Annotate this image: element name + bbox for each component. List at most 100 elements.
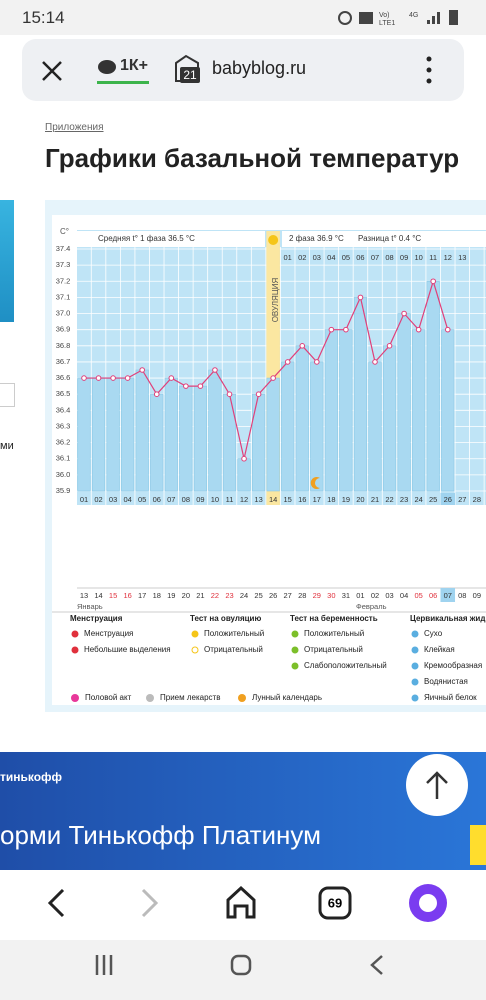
- legend-item: Яичный белок: [424, 693, 477, 702]
- legend-icon: [411, 694, 419, 702]
- day-label: 01: [80, 495, 88, 504]
- date-label: 06: [429, 591, 437, 600]
- home-button[interactable]: [226, 885, 256, 919]
- date-label: 14: [94, 591, 102, 600]
- y-tick-label: 36.3: [56, 421, 71, 430]
- y-tick-label: 37.2: [56, 276, 71, 285]
- legend-item: Менструация: [84, 629, 133, 638]
- bar: [135, 369, 149, 492]
- article-title: Графики базальной температур: [45, 143, 460, 173]
- navigation: 69: [0, 870, 486, 1000]
- bar: [397, 313, 411, 492]
- day-label: 28: [473, 495, 481, 504]
- legend-item: Положительный: [304, 629, 364, 638]
- tabs-button[interactable]: [318, 886, 352, 920]
- day-label: 22: [385, 495, 393, 504]
- day-label: 17: [313, 495, 321, 504]
- temperature-line: [84, 279, 449, 459]
- banner-card: [470, 825, 486, 865]
- point: [110, 375, 116, 381]
- scroll-top-button[interactable]: [405, 753, 469, 817]
- bar: [368, 361, 382, 492]
- day-label: 14: [269, 495, 277, 504]
- bar: [295, 345, 309, 492]
- y-tick-label: 37.1: [56, 292, 71, 301]
- point: [139, 367, 145, 373]
- legend-extra: Лунный календарь: [252, 693, 322, 702]
- month-label: Январь: [77, 602, 103, 611]
- day-label: 19: [342, 495, 350, 504]
- legend-icon: [238, 694, 246, 702]
- status-bar: 15:14 Vo) LTE1 4G: [0, 0, 486, 35]
- address-bar: 1К+ 21 babyblog.ru: [22, 39, 464, 101]
- point: [372, 359, 378, 365]
- left-text: ми: [0, 440, 14, 452]
- date-label: 22: [211, 591, 219, 600]
- day-label: 04: [123, 495, 131, 504]
- svg-text:4G: 4G: [409, 12, 418, 19]
- url[interactable]: babyblog.ru: [212, 58, 307, 78]
- close-button[interactable]: [40, 59, 64, 83]
- legend-icon: [411, 630, 419, 638]
- legend-item: Положительный: [204, 629, 264, 638]
- tabs-icon[interactable]: 21: [172, 53, 202, 85]
- bar: [121, 377, 135, 492]
- recents-button[interactable]: [95, 955, 113, 975]
- bar: [193, 385, 207, 492]
- system-home[interactable]: [230, 954, 252, 976]
- y-tick-label: 36.8: [56, 341, 71, 350]
- date-label: 30: [327, 591, 335, 600]
- date-label: 27: [284, 591, 292, 600]
- legend-item: Небольшие выделения: [84, 645, 171, 654]
- day-label: 18: [327, 495, 335, 504]
- bar: [353, 297, 368, 492]
- date-label: 02: [371, 591, 379, 600]
- forward-button[interactable]: [141, 888, 159, 918]
- point: [386, 343, 393, 349]
- status-icons: Vo)LTE1 4G: [338, 10, 458, 27]
- day-label: 15: [284, 495, 292, 504]
- date-label: 03: [385, 591, 393, 600]
- y-tick-label: 37.4: [56, 244, 71, 253]
- back-button[interactable]: [47, 888, 65, 918]
- ovulation-marker: [268, 235, 279, 245]
- day-label: 16: [298, 495, 306, 504]
- comments-count[interactable]: 1К+: [120, 57, 149, 74]
- date-label: 19: [167, 591, 175, 600]
- bar: [324, 329, 338, 492]
- breadcrumb[interactable]: Приложения: [45, 122, 104, 133]
- point: [153, 391, 160, 398]
- y-tick-label: 36.0: [56, 470, 71, 479]
- legend-icon: [291, 662, 299, 670]
- phase2-day-label: 10: [414, 253, 422, 262]
- menu-button[interactable]: [424, 55, 434, 85]
- phase1-header: [77, 231, 265, 247]
- legend-item: Сухо: [424, 629, 443, 638]
- date-label: 09: [473, 591, 481, 600]
- axis-unit: C°: [60, 227, 69, 236]
- point: [284, 359, 291, 365]
- bar: [426, 280, 440, 492]
- month-label: Февраль: [356, 602, 387, 611]
- day-label: 23: [400, 495, 408, 504]
- legend-icon: [411, 678, 419, 686]
- phase2-day-label: 11: [429, 253, 437, 262]
- left-image: [0, 200, 14, 322]
- ad-banner[interactable]: тинькофф орми Тинькофф Платинум: [0, 752, 486, 870]
- legend-item: Клейкая: [424, 645, 455, 654]
- day-label: 11: [226, 495, 234, 504]
- phase2-day-label: 06: [356, 253, 364, 262]
- bar: [412, 329, 426, 492]
- phase1-summary: Средняя t° 1 фаза 36.5 °C: [98, 234, 195, 243]
- ovulation-label: ОВУЛЯЦИЯ: [271, 277, 280, 322]
- legend-icon: [191, 630, 199, 638]
- point: [444, 326, 451, 333]
- date-highlight: [440, 588, 456, 602]
- phase2-summary: 2 фаза 36.9 °C: [289, 234, 344, 243]
- events-area: [77, 505, 486, 585]
- system-back[interactable]: [370, 955, 383, 975]
- date-label: 01: [356, 591, 364, 600]
- point: [197, 383, 204, 389]
- legend-icon: [71, 694, 79, 702]
- legend-group-title: Тест на беременность: [290, 614, 378, 623]
